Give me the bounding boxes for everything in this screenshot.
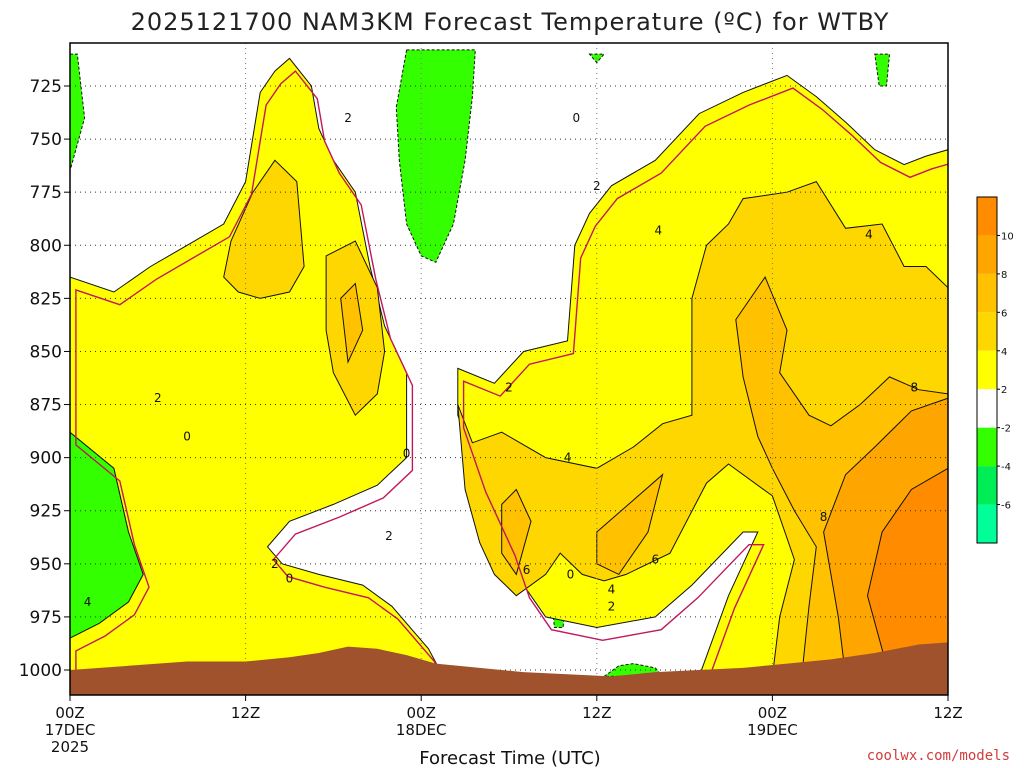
y-tick-label: 750 [30,130,62,150]
contour-label: 0 [572,111,580,125]
x-tick-date: 17DEC [45,721,96,739]
temp-band-polygon [70,57,444,677]
colorbar-label: 10 [1001,231,1014,242]
contour-label: 6 [523,563,531,577]
contour-label: 2 [154,391,162,405]
y-tick-label: 975 [30,608,62,628]
x-tick-date: 18DEC [396,721,447,739]
contour-label: 2 [505,381,513,395]
colorbar-label: -2 [1001,424,1011,435]
temp-band-polygon [874,53,891,87]
colorbar-frame [976,196,998,544]
contour-label: 0 [183,429,191,443]
contour-label: 2 [608,599,616,613]
colorbar-bin [977,504,997,543]
y-tick-label: 775 [30,183,62,203]
x-tick-label: 00Z [407,704,436,722]
plot-frame [69,42,949,696]
x-tick-label: 00Z [55,704,84,722]
colorbar-label: 4 [1001,347,1007,358]
colorbar-bin [977,273,997,313]
plot-area [70,49,948,690]
colorbar-bin [977,389,997,428]
y-tick-label: 925 [30,502,62,522]
chart-title: 2025121700 NAM3KM Forecast Temperature (… [131,8,890,36]
colorbar-bin [977,312,997,351]
colorbar-label: -4 [1001,462,1011,473]
zero-isotherm-line [462,87,948,690]
colorbar-label: 2 [1001,385,1007,396]
colorbar-label: 8 [1001,270,1007,281]
y-tick-label: 875 [30,396,62,416]
zero-isotherm [75,70,948,690]
contour-label: 8 [911,381,919,395]
contour-label: 4 [865,228,873,242]
x-tick-label: 12Z [933,704,962,722]
contour-label: 2 [385,529,393,543]
contour-label: 4 [564,451,572,465]
contour-label: 0 [567,567,575,581]
x-tick-label: 12Z [582,704,611,722]
colorbar-label: -6 [1001,501,1011,512]
y-tick-label: 725 [30,77,62,97]
y-tick-label: 825 [30,289,62,309]
terrain-fill [70,642,948,695]
colorbar-bin [977,197,997,236]
colorbar-bin [977,466,997,505]
contour-label: 4 [84,595,92,609]
colorbar-bin [977,427,997,467]
contour-label: 0 [403,446,411,460]
colorbar-bin [977,350,997,390]
contour-label: 6 [652,553,660,567]
colorbar: 10 8 6 4 2 -2 -4 -6 [976,196,1014,544]
temp-band-polygon [501,488,532,576]
temp-band-polygon [70,53,86,172]
x-tick-label: 00Z [758,704,787,722]
contour-label: 2 [344,111,352,125]
y-tick-label: 1000 [19,661,62,681]
temp-band-polygon [340,282,364,364]
contour-label: 4 [654,223,662,237]
x-tick-label: 12Z [231,704,260,722]
terrain-layer [70,642,948,695]
contour-label: 4 [608,582,616,596]
credit-text: coolwx.com/models [867,748,1010,764]
x-axis-label: Forecast Time (UTC) [419,748,600,768]
y-tick-label: 800 [30,236,62,256]
contour-label: 8 [820,510,828,524]
y-tick-label: 950 [30,555,62,575]
grid-lines [70,43,948,695]
contour-label: 0 [286,572,294,586]
colorbar-label: 6 [1001,308,1007,319]
temp-band-polygon [223,159,305,299]
zero-isotherm-line [75,70,451,690]
temp-band-polygon [395,49,476,263]
x-tick-date: 19DEC [747,721,798,739]
y-tick-label: 900 [30,449,62,469]
colorbar-bin [977,235,997,274]
y-tick-label: 850 [30,342,62,362]
y-axis: 725 750 775 800 825 850 875 900 925 950 975 1000 [19,77,70,681]
contour-label: 2 [593,179,601,193]
contour-label: 2 [271,557,279,571]
x-tick-year: 2025 [51,738,89,756]
